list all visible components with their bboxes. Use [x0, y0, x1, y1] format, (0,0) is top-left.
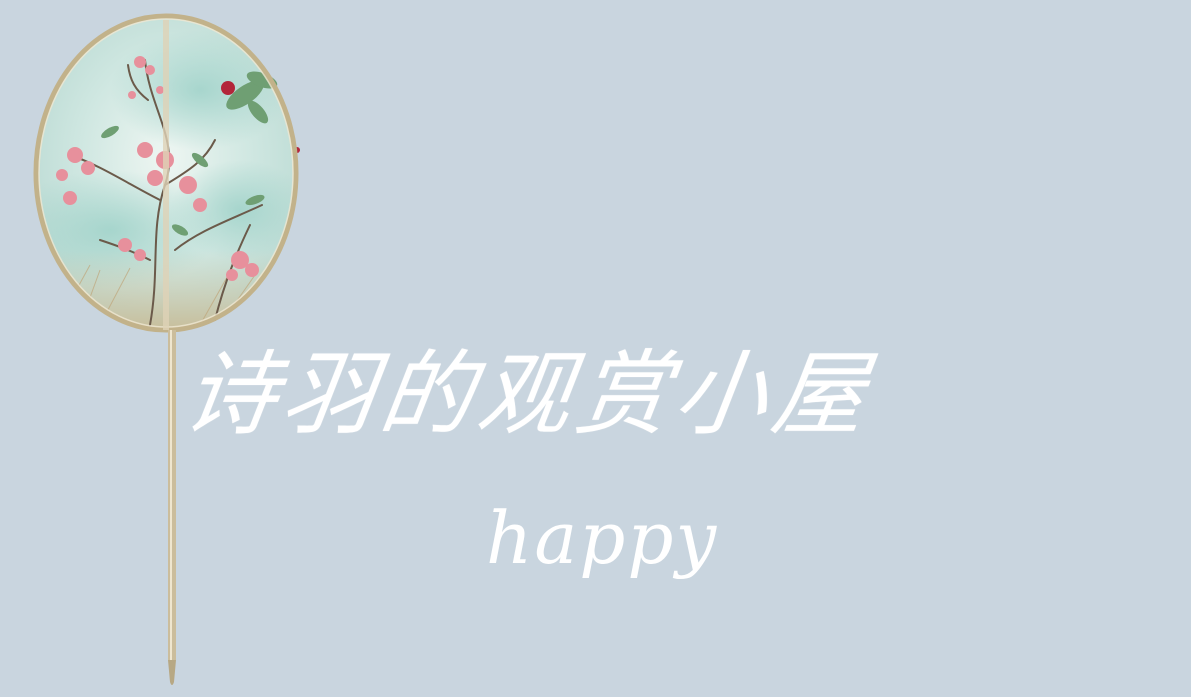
red-berry — [221, 81, 235, 95]
page-title: 诗羽的观赏小屋 — [177, 341, 879, 448]
subtitle-text: happy — [486, 496, 719, 580]
round-fan-icon — [33, 13, 300, 685]
fan-handle — [163, 20, 176, 685]
